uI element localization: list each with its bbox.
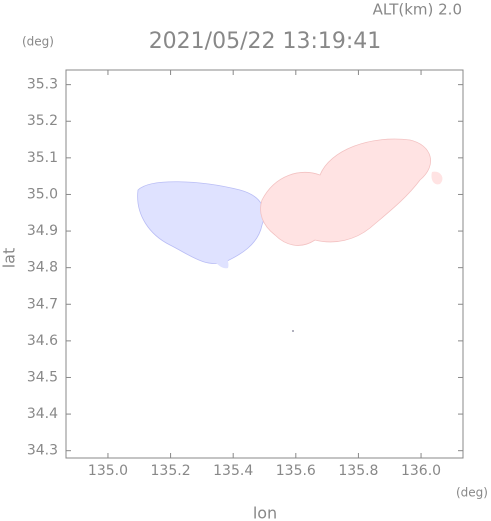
chart-title: 2021/05/22 13:19:41 [149, 29, 382, 54]
x-tick-label: 135.8 [338, 463, 378, 479]
echo-negative [210, 240, 229, 269]
echo-area [137, 138, 443, 332]
echo-positive [431, 171, 443, 185]
echo-positive [260, 138, 431, 246]
x-axis-label: lon [253, 504, 277, 521]
y-tick-label: 34.6 [27, 333, 58, 349]
y-tick-label: 34.8 [27, 260, 58, 276]
plot-frame [65, 69, 464, 459]
y-tick-label: 34.7 [27, 296, 58, 312]
y-tick-label: 35.1 [27, 150, 58, 166]
y-tick-label: 34.4 [27, 406, 58, 422]
y-tick-label: 35.0 [27, 186, 58, 202]
x-tick-label: 136.0 [401, 463, 441, 479]
y-tick-label: 34.5 [27, 369, 58, 385]
x-tick-label: 135.4 [213, 463, 253, 479]
y-tick-label: 34.9 [27, 223, 58, 239]
echo-negative [137, 181, 265, 264]
x-tick-label: 135.0 [88, 463, 128, 479]
x-tick-label: 135.6 [276, 463, 316, 479]
x-tick-label: 135.2 [151, 463, 191, 479]
y-tick-label: 34.3 [27, 443, 58, 459]
y-axis-label: lat [0, 248, 19, 269]
y-tick-label: 35.3 [27, 77, 58, 93]
y-tick-label: 35.2 [27, 113, 58, 129]
y-unit: (deg) [22, 35, 54, 49]
subtitle: ALT(km) 2.0 [373, 1, 462, 19]
echo-point [292, 330, 294, 332]
x-unit: (deg) [456, 486, 488, 500]
